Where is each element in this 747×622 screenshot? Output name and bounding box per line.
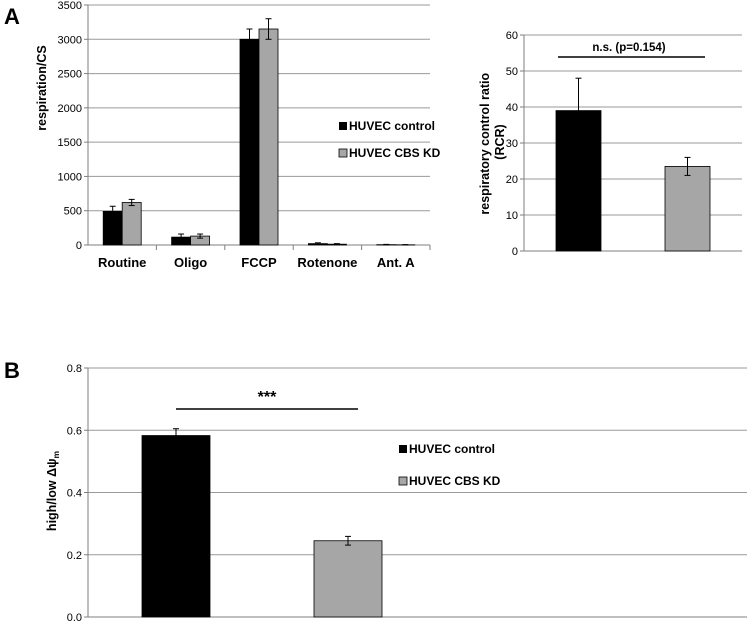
- y-tick-label: 2000: [58, 103, 82, 115]
- legend-label-control: HUVEC control: [409, 442, 495, 456]
- bar-kd: [664, 165, 711, 252]
- legend: HUVEC control HUVEC CBS KD: [338, 119, 441, 160]
- y-tick-label: 3500: [58, 0, 82, 12]
- bar-control-2: [239, 38, 260, 246]
- y-tick-label: 1500: [58, 137, 82, 149]
- legend-label-kd: HUVEC CBS KD: [409, 474, 501, 488]
- y-tick-label: 10: [506, 210, 518, 222]
- y-axis-label-line1: respiratory control ratio: [478, 73, 492, 215]
- y-tick-label: 500: [64, 206, 82, 218]
- bar-kd-0: [121, 202, 142, 246]
- y-tick-label: 50: [506, 66, 518, 78]
- significance-annotation: ***: [258, 389, 277, 406]
- x-category-label: Rotenone: [297, 255, 357, 270]
- y-axis-label-main: high/low Δψ: [45, 459, 59, 532]
- bar-control: [141, 435, 211, 618]
- legend: HUVEC control HUVEC CBS KD: [398, 442, 501, 488]
- y-axis-label: high/low Δψm: [45, 451, 61, 532]
- y-tick-label: 1000: [58, 171, 82, 183]
- chart-rcr: respiratory control ratio (RCR) n.s. (p=…: [478, 30, 742, 258]
- chart-membrane-potential: high/low Δψm *** HUVEC control HUVEC CBS…: [45, 363, 747, 622]
- y-tick-label: 3000: [58, 34, 82, 46]
- y-tick-label: 2500: [58, 69, 82, 81]
- y-tick-label: 30: [506, 138, 518, 150]
- y-axis-label-subscript: m: [51, 451, 61, 459]
- panel-label-a: A: [4, 4, 20, 29]
- legend-label-kd: HUVEC CBS KD: [349, 146, 441, 160]
- x-category-label: Oligo: [174, 255, 207, 270]
- y-tick-label: 0.4: [67, 488, 82, 500]
- legend-swatch-control: [399, 445, 407, 453]
- significance-annotation: n.s. (p=0.154): [592, 42, 665, 54]
- y-tick-label: 0.6: [67, 425, 82, 437]
- legend-swatch-kd: [398, 476, 408, 486]
- y-axis-label: respiration/CS: [35, 45, 49, 130]
- panel-label-b: B: [4, 358, 20, 383]
- y-tick-label: 0: [512, 246, 518, 258]
- chart-respiration: respiration/CS HUVEC control HUVEC CBS K…: [35, 0, 441, 270]
- bar-kd-2: [258, 28, 279, 246]
- y-axis-label: respiratory control ratio (RCR): [478, 69, 507, 214]
- y-tick-label: 0.8: [67, 363, 82, 375]
- legend-swatch-kd: [338, 148, 348, 158]
- legend-label-control: HUVEC control: [349, 119, 435, 133]
- y-tick-label: 0.2: [67, 550, 82, 562]
- y-axis-label-line2: (RCR): [493, 124, 507, 159]
- y-tick-label: 0: [76, 240, 82, 252]
- x-category-label: Routine: [98, 255, 146, 270]
- legend-swatch-control: [339, 122, 347, 130]
- y-tick-label: 20: [506, 174, 518, 186]
- x-category-label: Ant. A: [377, 255, 415, 270]
- y-tick-label: 0.0: [67, 612, 82, 622]
- y-tick-label: 40: [506, 102, 518, 114]
- x-category-label: FCCP: [241, 255, 277, 270]
- y-tick-label: 60: [506, 30, 518, 42]
- bar-kd: [313, 540, 383, 618]
